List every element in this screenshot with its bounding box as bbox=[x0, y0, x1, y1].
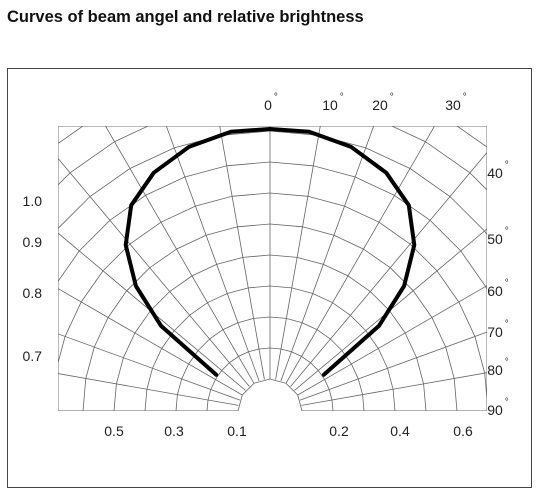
degree-symbol: ° bbox=[463, 92, 467, 103]
ring-gridline bbox=[58, 161, 487, 291]
radial-gridline bbox=[58, 288, 243, 396]
angle-tick-label: 50 bbox=[487, 231, 503, 247]
bottom-tick-label: 0.4 bbox=[390, 423, 410, 439]
radial-gridline bbox=[58, 157, 250, 387]
radial-gridline bbox=[58, 333, 241, 401]
radial-gridline bbox=[299, 331, 487, 401]
radial-gridline bbox=[58, 232, 246, 391]
degree-symbol: ° bbox=[505, 160, 509, 171]
degree-symbol: ° bbox=[505, 319, 509, 330]
bottom-tick-label: 0.3 bbox=[164, 423, 184, 439]
angle-tick-label: 40 bbox=[487, 165, 503, 181]
ring-gridline bbox=[144, 285, 396, 411]
chart-title: Curves of beam angel and relative bright… bbox=[7, 8, 364, 26]
angle-tick-label: 80 bbox=[487, 362, 503, 378]
radial-gridline bbox=[58, 373, 239, 406]
bottom-tick-label: 0.5 bbox=[104, 423, 124, 439]
bottom-tick-label: 0.6 bbox=[453, 423, 473, 439]
radial-gridline bbox=[219, 126, 265, 380]
bottom-tick-label: 0.2 bbox=[329, 423, 349, 439]
degree-symbol: ° bbox=[505, 278, 509, 289]
degree-symbol: ° bbox=[505, 226, 509, 237]
angle-tick-label: 0 bbox=[264, 97, 272, 113]
brightness-curve-group bbox=[123, 127, 417, 377]
polar-grid bbox=[58, 126, 487, 411]
radial-gridline bbox=[285, 126, 436, 384]
ring-gridline bbox=[206, 347, 334, 411]
tick-labels: 0 ° 10 ° 20 ° 30 °40 °50 °60 °70 °80 °90 °1.00.90.80.… bbox=[23, 92, 509, 439]
left-tick-label: 1.0 bbox=[23, 193, 43, 209]
degree-symbol: ° bbox=[390, 92, 394, 103]
radial-gridline bbox=[165, 126, 260, 382]
angle-tick-label: 20 bbox=[372, 97, 388, 113]
radial-gridline bbox=[280, 126, 375, 382]
ring-gridline bbox=[175, 316, 365, 411]
left-tick-label: 0.7 bbox=[23, 348, 43, 364]
bottom-tick-label: 0.1 bbox=[227, 423, 247, 439]
radial-gridline bbox=[301, 372, 487, 406]
ring-gridline bbox=[58, 126, 487, 148]
angle-tick-label: 60 bbox=[487, 283, 503, 299]
ring-gridline bbox=[82, 223, 458, 411]
angle-tick-label: 10 bbox=[322, 97, 338, 113]
plot-border bbox=[58, 126, 487, 411]
degree-symbol: ° bbox=[274, 92, 278, 103]
radial-gridline bbox=[275, 126, 321, 380]
angle-tick-label: 30 bbox=[445, 97, 461, 113]
ring-gridline bbox=[58, 130, 487, 236]
degree-symbol: ° bbox=[505, 397, 509, 408]
brightness-curve bbox=[123, 127, 417, 377]
radial-gridline bbox=[297, 285, 487, 396]
degree-symbol: ° bbox=[505, 357, 509, 368]
ring-gridline bbox=[113, 254, 427, 411]
ring-gridline bbox=[58, 192, 487, 405]
center-hole bbox=[237, 378, 303, 411]
radial-gridline bbox=[294, 228, 487, 391]
radial-gridline bbox=[290, 151, 487, 387]
chart-frame bbox=[7, 68, 532, 488]
angle-tick-label: 90 bbox=[487, 402, 503, 418]
angle-tick-label: 70 bbox=[487, 324, 503, 340]
left-tick-label: 0.9 bbox=[23, 234, 43, 250]
degree-symbol: ° bbox=[340, 92, 344, 103]
left-tick-label: 0.8 bbox=[23, 285, 43, 301]
radial-gridline bbox=[104, 126, 255, 384]
